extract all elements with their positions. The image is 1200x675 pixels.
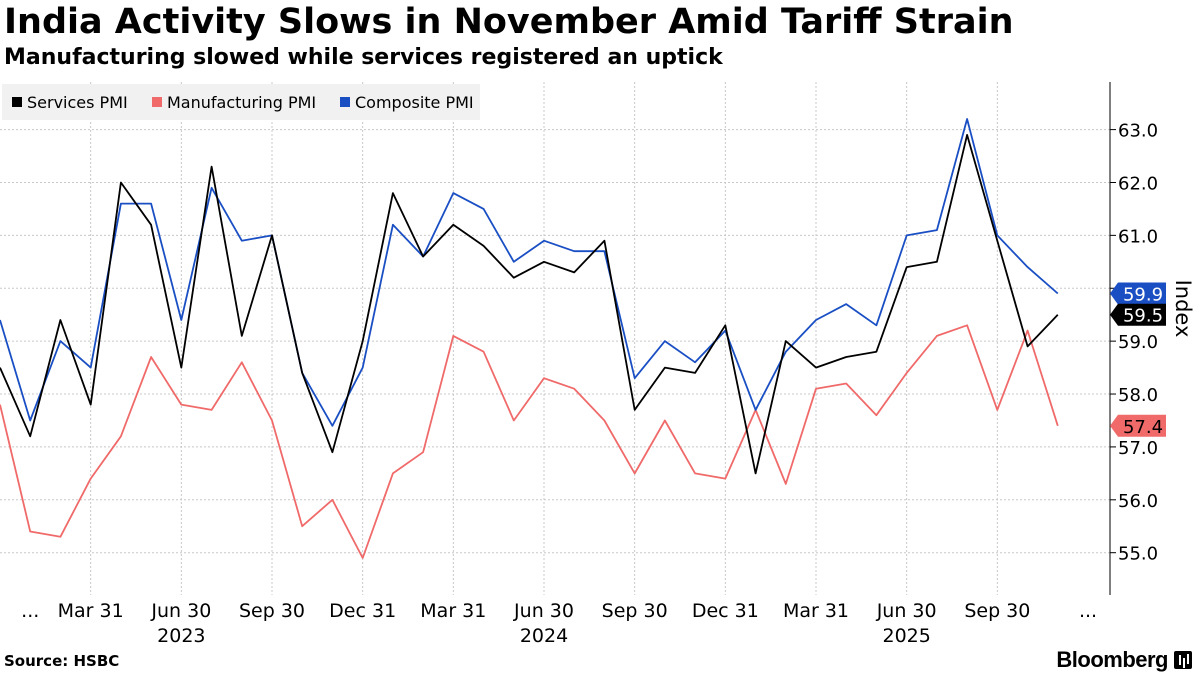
y-tick-label: 56.0 (1118, 491, 1158, 512)
x-tick-label: Sep 30 (964, 600, 1030, 622)
x-year-label: 2025 (882, 625, 930, 647)
services-pmi-value-tag (1110, 303, 1166, 326)
manufacturing-pmi-value-tag (1110, 414, 1166, 437)
brand-logo: Bloomberg (1056, 647, 1192, 673)
x-tick-label: Dec 31 (692, 600, 759, 622)
composite-pmi-value-label: 59.9 (1123, 285, 1163, 306)
manufacturing-pmi-legend-swatch (152, 97, 162, 107)
x-tick-label: Jun 30 (150, 600, 211, 622)
brand-name: Bloomberg (1056, 647, 1168, 672)
y-axis-title: Index (1171, 280, 1195, 338)
composite-pmi-line (0, 118, 1059, 427)
legend-box (2, 84, 480, 120)
composite-pmi-legend-label: Composite PMI (355, 93, 474, 112)
x-tick-label: ... (1079, 600, 1097, 622)
source-note: Source: HSBC (4, 652, 120, 670)
x-tick-label: Sep 30 (602, 600, 668, 622)
x-tick-label: ... (21, 600, 39, 622)
services-pmi-legend-label: Services PMI (27, 93, 128, 112)
x-tick-label: Dec 31 (329, 600, 396, 622)
services-pmi-value-label: 59.5 (1123, 306, 1163, 327)
manufacturing-pmi-value-label: 57.4 (1123, 417, 1163, 438)
composite-pmi-legend-swatch (340, 97, 350, 107)
manufacturing-pmi-line (0, 324, 1059, 559)
x-year-label: 2023 (157, 625, 205, 647)
y-tick-label: 62.0 (1118, 173, 1158, 194)
y-tick-label: 55.0 (1118, 544, 1158, 565)
x-year-label: 2024 (520, 625, 568, 647)
bloomberg-chart-icon (1174, 651, 1192, 669)
chart-title: India Activity Slows in November Amid Ta… (4, 2, 1014, 42)
y-tick-label: 57.0 (1118, 438, 1158, 459)
services-pmi-line (0, 134, 1059, 475)
services-pmi-legend-swatch (12, 97, 22, 107)
x-tick-label: Sep 30 (239, 600, 305, 622)
x-tick-label: Jun 30 (513, 600, 574, 622)
composite-pmi-value-tag (1110, 282, 1166, 305)
manufacturing-pmi-legend-label: Manufacturing PMI (167, 93, 316, 112)
x-tick-label: Mar 31 (58, 600, 124, 622)
chart-subtitle: Manufacturing slowed while services regi… (4, 45, 723, 70)
y-tick-label: 59.0 (1118, 332, 1158, 353)
y-tick-label: 58.0 (1118, 385, 1158, 406)
x-tick-label: Mar 31 (783, 600, 849, 622)
y-tick-label: 63.0 (1118, 121, 1158, 142)
y-tick-label: 61.0 (1118, 226, 1158, 247)
x-tick-label: Jun 30 (876, 600, 937, 622)
x-tick-label: Mar 31 (420, 600, 486, 622)
